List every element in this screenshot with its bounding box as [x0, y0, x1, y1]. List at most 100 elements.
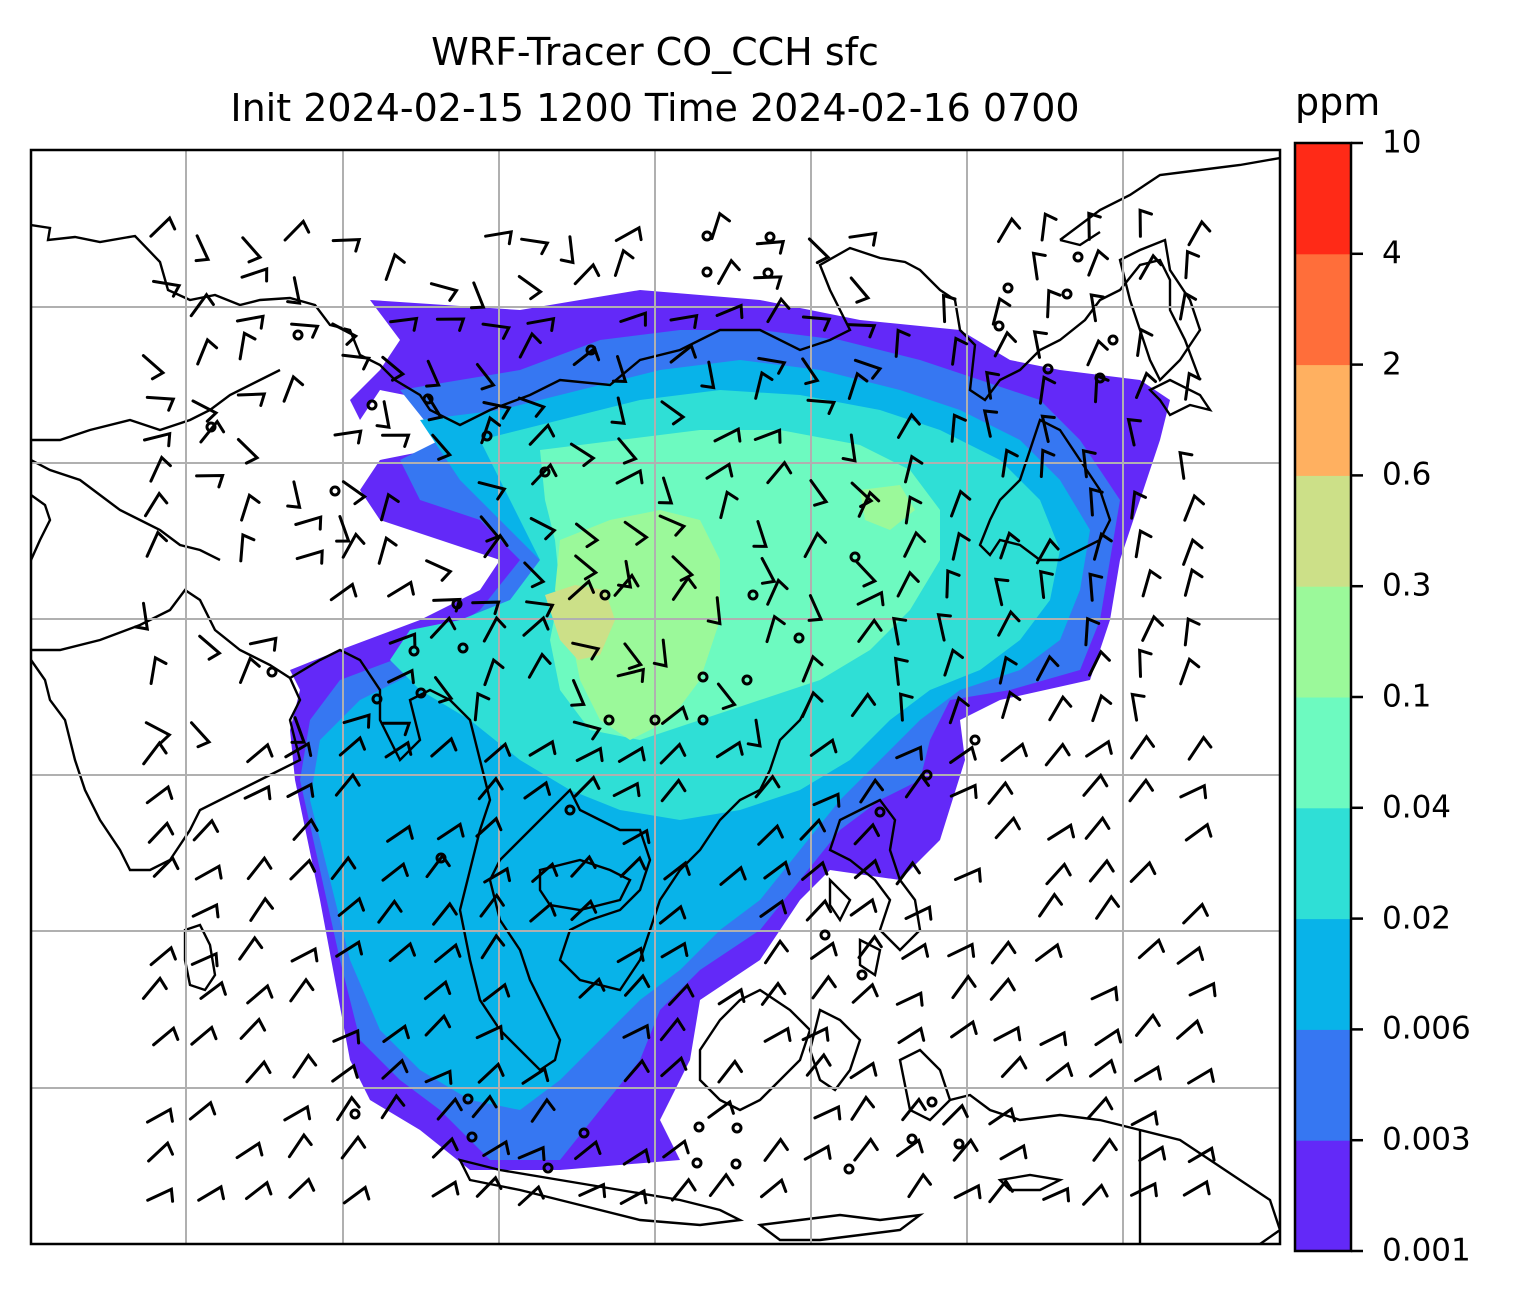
wind-barb: [146, 1107, 174, 1124]
wind-barb: [473, 691, 491, 722]
wind-barb: [813, 1104, 842, 1121]
colorbar-tick-label: 0.003: [1382, 1121, 1471, 1158]
wind-barb: [1032, 330, 1048, 359]
wind-barb: [484, 741, 512, 763]
calm-wind-circle: [462, 1093, 474, 1105]
wind-barb: [622, 1023, 651, 1040]
wind-barb: [715, 740, 744, 759]
wind-barb: [851, 982, 879, 1004]
colorbar: [1295, 141, 1363, 1253]
wind-barb: [529, 901, 557, 923]
wind-barb: [948, 695, 970, 725]
wind-barb: [523, 561, 546, 589]
wind-barb: [1183, 616, 1201, 647]
wind-barb: [387, 668, 415, 685]
wind-barb: [1082, 772, 1109, 797]
wind-barb: [1042, 1186, 1070, 1203]
calm-wind-circle: [730, 1158, 742, 1170]
wind-barb: [470, 281, 486, 310]
wind-barb: [292, 1052, 318, 1079]
wind-barb: [190, 951, 219, 968]
wind-barb: [669, 343, 697, 364]
wind-barb: [1178, 450, 1194, 480]
wind-barb: [942, 1103, 969, 1126]
wind-barb: [1094, 1027, 1123, 1047]
wind-barb: [432, 901, 458, 926]
calm-wind-circle: [603, 714, 615, 726]
wind-barb: [238, 935, 264, 961]
wind-barb: [235, 314, 265, 330]
wind-barb: [893, 656, 909, 686]
wind-barb: [859, 777, 884, 804]
wind-barb: [613, 248, 635, 277]
wind-barb: [144, 491, 169, 518]
colorbar-segment: [1295, 1029, 1351, 1141]
wind-barb: [286, 276, 302, 305]
wind-barb: [1183, 493, 1205, 522]
wind-barb: [480, 933, 506, 960]
wind-barb: [799, 817, 826, 841]
wind-barb: [1086, 338, 1109, 367]
wind-barb: [1094, 373, 1110, 404]
wind-barb: [668, 982, 695, 1006]
wind-barb: [475, 1175, 503, 1198]
wind-barb: [332, 1028, 361, 1045]
calm-wind-circle: [466, 1131, 478, 1143]
wind-barb: [943, 647, 964, 677]
wind-barb: [531, 462, 558, 486]
wind-barb: [669, 313, 699, 329]
wind-barb: [245, 1180, 273, 1201]
wind-barb: [623, 520, 649, 546]
wind-barb: [1182, 537, 1204, 566]
wind-barb: [759, 898, 787, 918]
wind-barb: [239, 1016, 267, 1040]
wind-barb: [573, 775, 601, 798]
colorbar-segment: [1295, 143, 1351, 255]
wind-barb: [624, 973, 651, 997]
wind-barb: [1088, 649, 1111, 677]
wind-barb: [622, 1147, 651, 1166]
wind-barb: [294, 515, 323, 531]
wind-barb: [333, 429, 363, 445]
wind-barb: [1000, 1054, 1028, 1078]
wind-barb: [425, 853, 451, 879]
wind-barb: [239, 532, 256, 563]
wind-barb: [993, 1025, 1022, 1042]
wind-barb: [290, 322, 320, 339]
wind-barb: [659, 742, 687, 765]
wind-barb: [431, 1136, 459, 1159]
wind-barb: [1001, 690, 1022, 719]
wind-barb: [424, 1013, 452, 1037]
wind-barb: [853, 858, 882, 880]
colorbar-segment: [1295, 586, 1351, 698]
wind-barb: [760, 1177, 788, 1199]
wind-barb: [423, 979, 452, 1001]
wind-barb: [149, 655, 168, 685]
wind-barb: [425, 393, 444, 422]
calm-wind-circle: [793, 632, 805, 644]
wind-barb: [809, 737, 838, 757]
wind-barb: [953, 1183, 982, 1200]
wind-barb: [435, 317, 466, 332]
wind-barb: [657, 476, 674, 505]
wind-barb: [951, 974, 977, 1000]
wind-barb: [141, 354, 166, 381]
wind-barb: [425, 359, 441, 388]
wind-barb: [1130, 490, 1147, 520]
wind-barb: [623, 1058, 650, 1083]
wind-barb: [855, 560, 878, 588]
wind-barb: [1134, 528, 1153, 559]
wind-barb: [288, 1176, 316, 1199]
wind-barb: [245, 1059, 272, 1084]
wind-barb: [1039, 448, 1056, 478]
wind-barb: [283, 218, 311, 242]
colorbar-frame: [1293, 141, 1353, 1253]
colorbar-segment: [1295, 475, 1351, 587]
wind-barb: [195, 473, 225, 489]
wind-barb: [853, 1136, 879, 1162]
wind-barb: [239, 655, 261, 684]
wind-barb: [801, 315, 832, 332]
wind-barb: [380, 1093, 406, 1120]
wind-barb: [284, 741, 313, 759]
wind-barb: [1038, 569, 1054, 599]
